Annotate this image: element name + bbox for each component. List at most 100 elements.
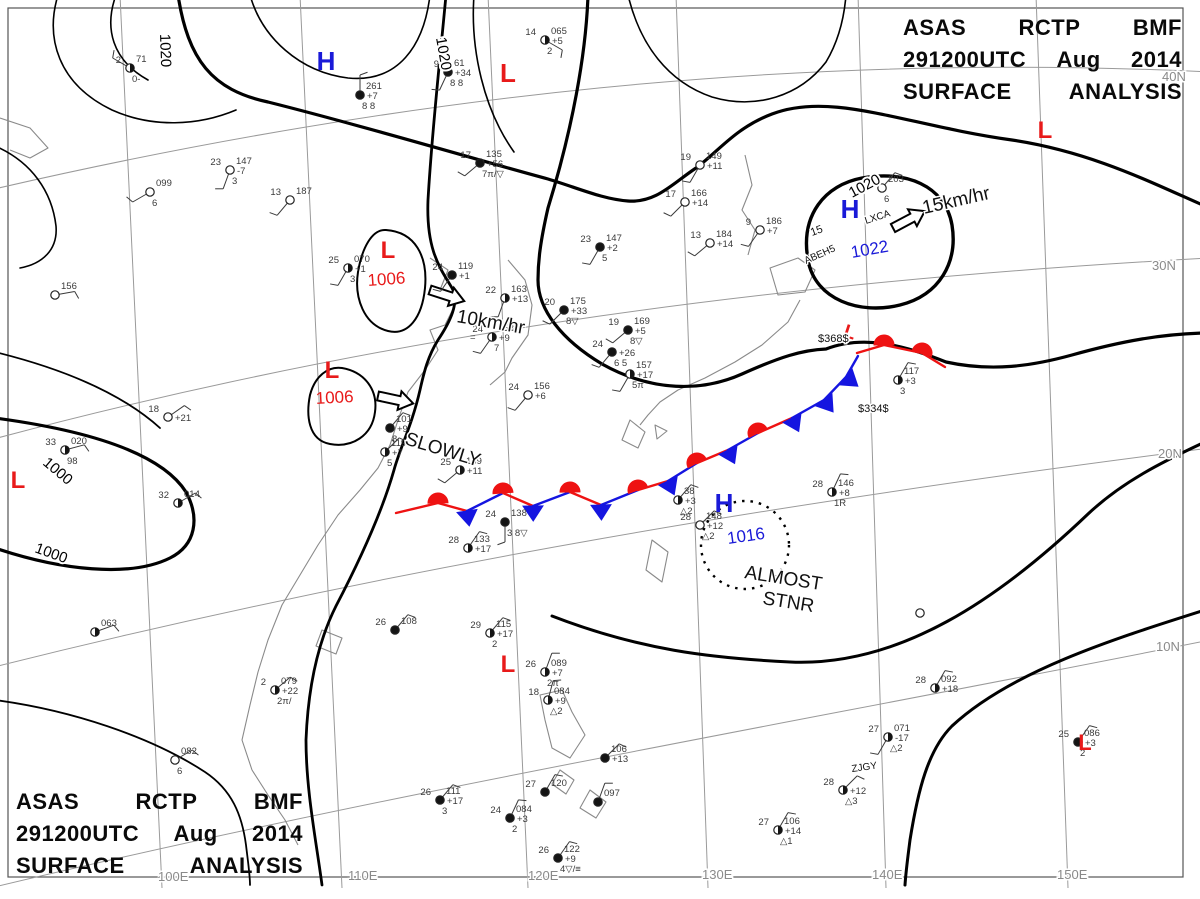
station-pressure: 070: [354, 254, 370, 265]
wind-barb: [682, 180, 691, 183]
isobar: [110, 0, 149, 81]
pressure-center-value: 1006: [367, 268, 406, 290]
wind-barb: [582, 262, 591, 265]
station-plot: 28 +12△3: [823, 775, 866, 807]
station-circle: [170, 755, 180, 765]
wind-barb: [113, 624, 120, 632]
station-plot: 28 146+81R: [812, 473, 854, 509]
annotation-label: $368$: [818, 333, 849, 345]
wind-barb: [687, 251, 695, 257]
station-plot: 23 147+25: [580, 233, 622, 265]
station-extra: 6: [152, 198, 157, 209]
station-plot: 28 092+18: [915, 670, 958, 695]
wind-barb: [856, 775, 865, 780]
station-plot: 26 108: [375, 614, 417, 635]
station-pressure: 097: [604, 788, 620, 799]
station-plot: 101+98: [385, 412, 412, 445]
annotation-label: 15: [809, 223, 825, 238]
station-num-left: 17: [460, 150, 471, 161]
isobar: [628, 0, 847, 103]
station-pressure: 148: [706, 511, 722, 522]
station-temp-change: +34: [455, 68, 471, 79]
station-circle: [623, 325, 633, 335]
isobar: [804, 174, 955, 310]
station-num-left: 18: [528, 687, 539, 698]
station-plot: 261+78 8: [355, 71, 382, 112]
grid-coordinate-label: 30N: [1152, 258, 1176, 273]
station-pressure: 71: [136, 54, 147, 65]
station-pressure: 61: [454, 58, 465, 69]
wind-barb: [457, 171, 465, 177]
station-extra: △2: [550, 706, 563, 717]
annotation-label: ZJGY: [851, 760, 878, 774]
title-word: ASAS: [903, 15, 967, 40]
station-num-left: 33: [45, 437, 56, 448]
wind-barb: [870, 752, 879, 755]
coastline-layer: [0, 117, 816, 846]
warm-front-semicircle: [911, 342, 933, 358]
station-temp-change: +21: [175, 413, 191, 424]
station-circle: [447, 270, 457, 280]
wind-barb: [497, 541, 506, 546]
wind-barb: [402, 412, 411, 416]
symbol-layer: [375, 208, 927, 591]
warm-front-semicircle: [873, 334, 895, 346]
station-temp-change: +9: [397, 424, 408, 435]
station-temp-change: -7: [237, 166, 245, 177]
station-num-left: 9: [746, 217, 751, 228]
station-temp-change: +13: [512, 294, 528, 305]
wind-barb: [112, 50, 115, 59]
station-plot: 25 070+13: [328, 254, 370, 286]
low-center-letter: L: [501, 651, 516, 678]
cold-front-triangle: [657, 475, 678, 496]
station-temp-change: +3: [1085, 738, 1096, 749]
station-temp-change: +11: [707, 161, 722, 172]
station-extra: 8 8: [450, 78, 463, 89]
isobar: [0, 417, 196, 571]
station-extra: 3 8▽: [507, 528, 528, 539]
station-num-left: 22: [485, 285, 496, 296]
front-line-segment: [920, 351, 947, 369]
annotation-label: LXCA: [864, 208, 893, 227]
wind-barb: [472, 350, 481, 354]
coastline: [241, 257, 456, 846]
station-plot: 097: [593, 782, 620, 807]
station-pressure: 163: [511, 284, 527, 295]
station-circle: [163, 412, 173, 422]
wind-barb: [740, 243, 749, 247]
station-extra: 6 5: [614, 358, 627, 369]
station-circle-half: [843, 785, 848, 795]
station-temp-change: +17: [497, 629, 513, 640]
station-pressure: 065: [551, 26, 567, 37]
station-circle: [390, 625, 400, 635]
station-num-left: 28: [812, 479, 823, 490]
station-pressure: 149: [706, 151, 722, 162]
station-temp-change: +56: [487, 159, 503, 170]
title-word: SURFACE: [903, 79, 1012, 104]
station-temp-change: +13: [612, 754, 628, 765]
station-plot: 23 147-73: [210, 156, 252, 190]
station-pressure: 146: [838, 478, 854, 489]
station-plot: 14 065+52: [525, 26, 567, 58]
isobar: [903, 610, 1200, 887]
station-plot: 28 133+17: [448, 531, 491, 555]
title-word: ANALYSIS: [1068, 79, 1182, 104]
station-plot: 19 169+58▽: [605, 316, 650, 347]
station-pressure: 099: [156, 178, 172, 189]
station-temp-change: +7: [392, 448, 403, 459]
grid-coordinate-label: 130E: [702, 867, 733, 882]
station-temp-change: +26: [619, 348, 635, 359]
station-pressure: 135: [486, 149, 502, 160]
station-plot: 13 184+14: [687, 229, 733, 257]
station-plot: 156: [50, 281, 80, 300]
title-line: ASAS RCTP BMF: [903, 12, 1182, 44]
station-extra: 2π/: [277, 696, 292, 707]
station-circle: [595, 242, 605, 252]
station-plot: 24 152+97 =: [470, 323, 514, 354]
station-circle: [705, 238, 715, 248]
wind-barb: [83, 444, 90, 452]
station-pressure: 115: [496, 619, 511, 630]
coastline: [654, 424, 668, 440]
station-extra: 7π/▽: [482, 169, 504, 180]
